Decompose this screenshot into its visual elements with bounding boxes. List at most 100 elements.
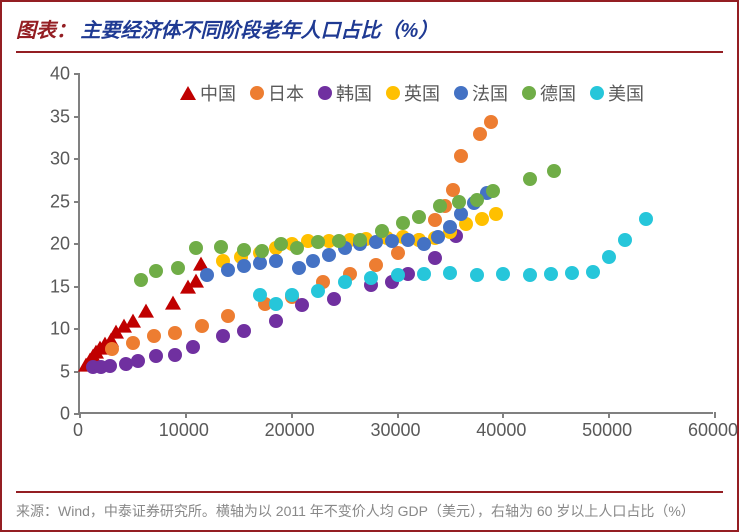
data-point <box>375 224 389 238</box>
data-point <box>126 336 140 350</box>
data-point <box>147 329 161 343</box>
title-bar: 图表： 主要经济体不同阶段老年人口占比（%） <box>16 14 723 53</box>
legend-marker-triangle <box>180 86 196 100</box>
data-point <box>454 149 468 163</box>
legend-marker-circle <box>386 86 400 100</box>
y-tick-label: 25 <box>16 191 70 212</box>
data-point <box>428 251 442 265</box>
data-point <box>292 261 306 275</box>
legend-label: 法国 <box>472 80 508 106</box>
data-point <box>269 254 283 268</box>
data-point <box>168 326 182 340</box>
data-point <box>385 234 399 248</box>
x-tick-mark <box>79 412 81 418</box>
y-tick-label: 20 <box>16 234 70 255</box>
legend-label: 中国 <box>200 80 236 106</box>
legend-item: 中国 <box>180 80 236 106</box>
data-point <box>484 115 498 129</box>
footer-text: 来源：Wind，中泰证券研究所。横轴为以 2011 年不变价人均 GDP（美元）… <box>16 503 695 519</box>
data-point <box>103 359 117 373</box>
x-tick-label: 10000 <box>144 420 224 441</box>
y-tick-mark <box>74 73 80 75</box>
legend-marker-circle <box>250 86 264 100</box>
data-point <box>149 264 163 278</box>
data-point <box>412 210 426 224</box>
data-point <box>544 267 558 281</box>
legend-label: 德国 <box>540 80 576 106</box>
data-point <box>134 273 148 287</box>
data-point <box>200 268 214 282</box>
data-point <box>221 309 235 323</box>
x-tick-mark <box>185 412 187 418</box>
data-point <box>417 267 431 281</box>
data-point <box>285 288 299 302</box>
data-point <box>639 212 653 226</box>
data-point <box>475 212 489 226</box>
data-point <box>168 348 182 362</box>
data-point <box>189 241 203 255</box>
data-point <box>255 244 269 258</box>
data-point <box>602 250 616 264</box>
legend-item: 法国 <box>454 80 508 106</box>
legend-label: 日本 <box>268 80 304 106</box>
x-tick-mark <box>608 412 610 418</box>
data-point <box>269 314 283 328</box>
title-text: 主要经济体不同阶段老年人口占比（%） <box>80 20 438 42</box>
data-point <box>396 216 410 230</box>
data-point <box>322 248 336 262</box>
data-point <box>237 243 251 257</box>
legend-label: 英国 <box>404 80 440 106</box>
data-point <box>586 265 600 279</box>
data-point <box>253 288 267 302</box>
legend-item: 德国 <box>522 80 576 106</box>
data-point <box>253 256 267 270</box>
x-tick-label: 40000 <box>461 420 541 441</box>
data-point <box>186 340 200 354</box>
data-point <box>489 207 503 221</box>
legend-item: 日本 <box>250 80 304 106</box>
x-tick-mark <box>714 412 716 418</box>
data-point <box>443 266 457 280</box>
y-tick-label: 35 <box>16 106 70 127</box>
data-point <box>417 237 431 251</box>
data-point <box>311 235 325 249</box>
y-tick-mark <box>74 328 80 330</box>
plot-region: 中国日本韩国英国法国德国美国 <box>78 74 713 414</box>
data-point <box>473 127 487 141</box>
data-point <box>486 184 500 198</box>
legend-marker-circle <box>590 86 604 100</box>
data-point <box>547 164 561 178</box>
data-point <box>391 268 405 282</box>
data-point <box>428 213 442 227</box>
y-tick-label: 40 <box>16 64 70 85</box>
data-point <box>306 254 320 268</box>
legend-item: 美国 <box>590 80 644 106</box>
x-tick-label: 60000 <box>673 420 739 441</box>
y-tick-label: 10 <box>16 319 70 340</box>
data-point <box>214 240 228 254</box>
x-tick-label: 30000 <box>356 420 436 441</box>
y-tick-mark <box>74 201 80 203</box>
data-point <box>523 172 537 186</box>
data-point <box>523 268 537 282</box>
legend-marker-circle <box>522 86 536 100</box>
data-point <box>105 342 119 356</box>
data-point <box>470 268 484 282</box>
data-point <box>443 220 457 234</box>
data-point <box>470 193 484 207</box>
data-point <box>149 349 163 363</box>
x-tick-mark <box>502 412 504 418</box>
data-point <box>338 275 352 289</box>
legend-marker-circle <box>318 86 332 100</box>
x-tick-label: 0 <box>38 420 118 441</box>
legend-item: 英国 <box>386 80 440 106</box>
data-point <box>295 298 309 312</box>
data-point <box>274 237 288 251</box>
legend-label: 美国 <box>608 80 644 106</box>
chart-area: 中国日本韩国英国法国德国美国 0510152025303540010000200… <box>16 60 723 460</box>
y-tick-mark <box>74 116 80 118</box>
data-point <box>131 354 145 368</box>
data-point <box>311 284 325 298</box>
data-point <box>496 267 510 281</box>
data-point <box>269 297 283 311</box>
